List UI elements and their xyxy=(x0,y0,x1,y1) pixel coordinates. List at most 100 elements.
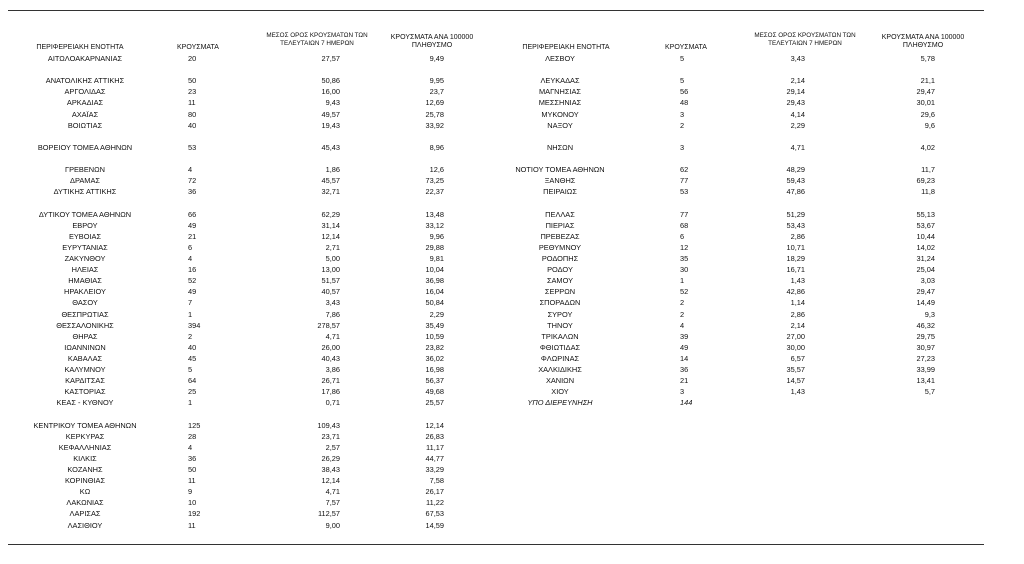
cases-cell: 80 xyxy=(188,109,197,119)
region-name-cell: ΔΥΤΙΚΗΣ ΑΤΤΙΚΗΣ xyxy=(53,187,117,197)
cases-cell: 4 xyxy=(188,165,193,175)
per100k-cell: 9,3 xyxy=(924,309,935,319)
region-name-cell: ΑΡΚΑΔΙΑΣ xyxy=(66,98,104,108)
avg7-cell: 40,57 xyxy=(321,287,341,297)
region-name-cell: ΡΟΔΟΠΗΣ xyxy=(541,253,579,263)
per100k-cell: 36,98 xyxy=(425,276,445,286)
cases-cell: 12 xyxy=(680,242,689,252)
table-row: ΦΛΩΡΙΝΑΣ 14 6,57 27,23 xyxy=(500,353,1000,364)
per100k-cell: 9,96 xyxy=(429,231,444,241)
region-name-cell: ΧΙΟΥ xyxy=(551,387,569,397)
region-name-cell: ΤΗΝΟΥ xyxy=(547,320,573,330)
avg7-cell: 4,14 xyxy=(790,109,805,119)
table-row: ΤΗΝΟΥ 4 2,14 46,32 xyxy=(500,320,1000,331)
header-left-cases: ΚΡΟΥΣΜΑΤΑ xyxy=(177,44,219,51)
table-row: ΛΑΣΙΘΙΟΥ 11 9,00 14,59 xyxy=(0,520,500,531)
region-name-cell: ΘΕΣΣΑΛΟΝΙΚΗΣ xyxy=(56,320,114,330)
per100k-cell: 23,7 xyxy=(429,87,444,97)
region-name-cell: ΖΑΚΥΝΘΟΥ xyxy=(64,253,106,263)
per100k-cell: 13,41 xyxy=(916,376,936,386)
avg7-cell: 7,57 xyxy=(325,498,340,508)
table-row: ΗΡΑΚΛΕΙΟΥ 49 40,57 16,04 xyxy=(0,286,500,297)
avg7-cell: 59,43 xyxy=(786,176,806,186)
cases-cell: 2 xyxy=(188,331,193,341)
avg7-cell: 2,29 xyxy=(790,120,805,130)
table-row: ΚΕΝΤΡΙΚΟΥ ΤΟΜΕΑ ΑΘΗΝΩΝ 125 109,43 12,14 xyxy=(0,420,500,431)
cases-cell: 7 xyxy=(188,298,193,308)
avg7-cell: 109,43 xyxy=(317,420,340,430)
avg7-cell: 2,57 xyxy=(325,442,340,452)
per100k-cell: 13,48 xyxy=(425,209,445,219)
avg7-cell: 1,14 xyxy=(790,298,805,308)
avg7-cell: 45,57 xyxy=(321,176,341,186)
region-name-cell: ΗΡΑΚΛΕΙΟΥ xyxy=(64,287,106,297)
cases-cell: 4 xyxy=(188,253,193,263)
table-row: ΞΑΝΘΗΣ 77 59,43 69,23 xyxy=(500,175,1000,186)
region-name-cell: ΕΥΒΟΙΑΣ xyxy=(68,231,102,241)
region-name-cell: ΚΙΛΚΙΣ xyxy=(73,453,97,463)
region-name-cell: ΡΕΘΥΜΝΟΥ xyxy=(538,242,582,252)
cases-cell: 11 xyxy=(188,476,196,486)
cases-cell: 4 xyxy=(680,320,685,330)
per100k-cell: 46,32 xyxy=(916,320,936,330)
avg7-cell: 26,00 xyxy=(321,342,341,352)
cases-cell: 49 xyxy=(188,287,197,297)
region-name-cell: ΜΥΚΟΝΟΥ xyxy=(541,109,579,119)
table-row: ΠΡΕΒΕΖΑΣ 6 2,86 10,44 xyxy=(500,231,1000,242)
region-name-cell: ΑΧΑΪΑΣ xyxy=(71,109,99,119)
cases-cell: 10 xyxy=(188,498,197,508)
table-row: ΑΝΑΤΟΛΙΚΗΣ ΑΤΤΙΚΗΣ 50 50,86 9,95 xyxy=(0,75,500,86)
table-row: ΛΑΡΙΣΑΣ 192 112,57 67,53 xyxy=(0,508,500,519)
avg7-cell: 35,57 xyxy=(786,365,806,375)
cases-cell: 48 xyxy=(680,98,689,108)
per100k-cell: 10,04 xyxy=(425,265,445,275)
region-name-cell: ΘΗΡΑΣ xyxy=(72,331,98,341)
region-name-cell: ΠΙΕΡΙΑΣ xyxy=(545,220,575,230)
region-name-cell: ΚΑΛΥΜΝΟΥ xyxy=(64,365,106,375)
cases-cell: 5 xyxy=(188,365,193,375)
region-name-cell: ΧΑΝΙΩΝ xyxy=(545,376,575,386)
table-row: ΡΕΘΥΜΝΟΥ 12 10,71 14,02 xyxy=(500,242,1000,253)
per100k-cell: 16,04 xyxy=(425,287,445,297)
table-row: ΔΡΑΜΑΣ 72 45,57 73,25 xyxy=(0,175,500,186)
avg7-cell: 30,00 xyxy=(786,342,806,352)
header-left-region: ΠΕΡΙΦΕΡΕΙΑΚΗ ΕΝΟΤΗΤΑ xyxy=(36,44,124,51)
avg7-cell: 17,86 xyxy=(321,387,341,397)
avg7-cell: 47,86 xyxy=(786,187,806,197)
table-row: ΚΕΡΚΥΡΑΣ 28 23,71 26,83 xyxy=(0,431,500,442)
table-row: ΦΘΙΩΤΙΔΑΣ 49 30,00 30,97 xyxy=(500,342,1000,353)
cases-cell: 36 xyxy=(188,187,197,197)
cases-cell: 21 xyxy=(680,376,689,386)
per100k-cell: 11,22 xyxy=(426,498,444,508)
avg7-cell: 26,29 xyxy=(321,453,341,463)
table-row: ΗΛΕΙΑΣ 16 13,00 10,04 xyxy=(0,264,500,275)
per100k-cell: 7,58 xyxy=(429,476,444,486)
per100k-cell: 9,95 xyxy=(429,76,444,86)
region-name-cell: ΦΘΙΩΤΙΔΑΣ xyxy=(539,342,581,352)
cases-cell: 50 xyxy=(188,76,197,86)
region-name-cell: ΑΙΤΩΛΟΑΚΑΡΝΑΝΙΑΣ xyxy=(47,54,123,63)
cases-cell: 1 xyxy=(188,309,193,319)
region-name-cell: ΣΠΟΡΑΔΩΝ xyxy=(539,298,581,308)
per100k-cell: 21,1 xyxy=(920,76,935,86)
avg7-cell: 1,86 xyxy=(325,165,340,175)
avg7-cell: 2,86 xyxy=(790,231,805,241)
per100k-cell: 56,37 xyxy=(425,376,445,386)
avg7-cell: 2,14 xyxy=(790,76,805,86)
region-name-cell: ΚΕΝΤΡΙΚΟΥ ΤΟΜΕΑ ΑΘΗΝΩΝ xyxy=(33,420,137,430)
cases-cell: 144 xyxy=(680,398,693,408)
cases-cell: 49 xyxy=(188,220,197,230)
avg7-cell: 51,29 xyxy=(786,209,806,219)
cases-cell: 2 xyxy=(680,309,685,319)
table-row xyxy=(0,409,500,420)
region-name-cell: ΚΕΑΣ - ΚΥΘΝΟΥ xyxy=(56,398,114,408)
avg7-cell: 12,14 xyxy=(321,476,341,486)
per100k-cell: 25,78 xyxy=(425,109,445,119)
table-row: ΕΥΡΥΤΑΝΙΑΣ 6 2,71 29,88 xyxy=(0,242,500,253)
cases-cell: 14 xyxy=(680,353,689,363)
table-row xyxy=(500,153,1000,164)
table-row: ΝΑΞΟΥ 2 2,29 9,6 xyxy=(500,120,1000,131)
avg7-cell: 49,57 xyxy=(321,109,341,119)
cases-cell: 11 xyxy=(188,520,196,530)
table-row: ΚΕΦΑΛΛΗΝΙΑΣ 4 2,57 11,17 xyxy=(0,442,500,453)
